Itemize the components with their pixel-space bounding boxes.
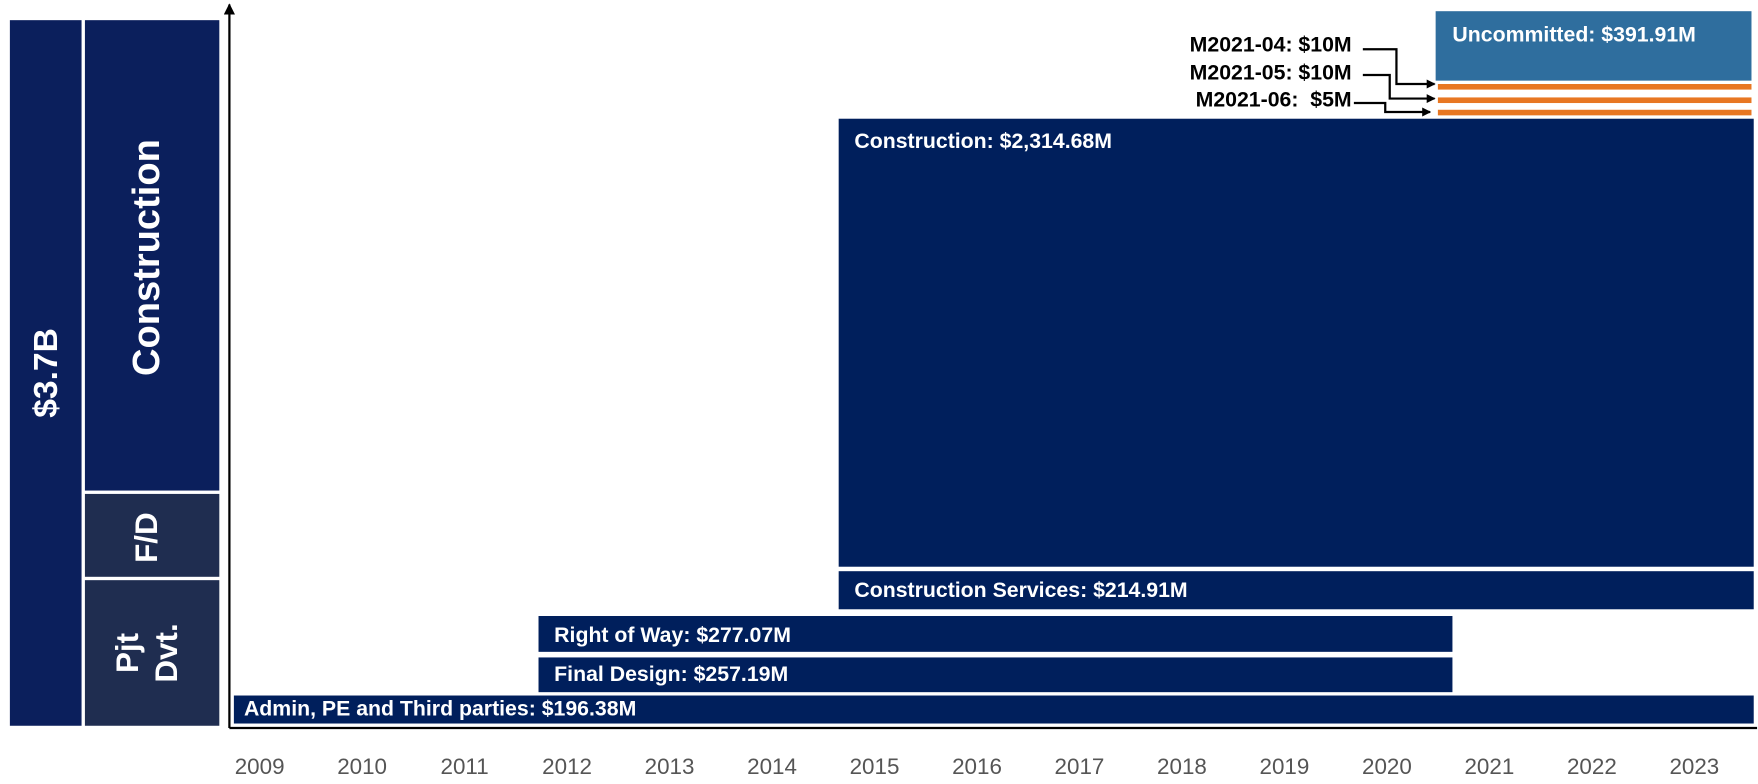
bar-label: Right of Way: $277.07M: [554, 623, 791, 647]
total-label: $3.7B: [28, 328, 65, 418]
year-label: 2020: [1362, 754, 1412, 779]
phase-label: F/D: [129, 512, 164, 563]
year-label: 2014: [747, 754, 797, 779]
year-label: 2010: [337, 754, 387, 779]
bar-label: Final Design: $257.19M: [554, 662, 788, 686]
total-box: [9, 20, 82, 726]
budget-bar: [1435, 11, 1752, 81]
budget-bar: [538, 616, 1453, 652]
bar-label: Admin, PE and Third parties: $196.38M: [244, 697, 636, 721]
phase-box: [84, 20, 220, 491]
bar-label: Construction Services: $214.91M: [854, 578, 1187, 602]
year-label: 2016: [952, 754, 1002, 779]
callout-arrow: [1362, 73, 1436, 104]
budget-bar: [538, 657, 1453, 693]
year-label: 2018: [1157, 754, 1207, 779]
callout-label: M2021-05: $10M: [1190, 61, 1352, 85]
phase-box: [84, 493, 220, 577]
phase-label: Construction: [126, 139, 168, 376]
phase-box: [84, 580, 220, 726]
bar-label: Construction: $2,314.68M: [854, 129, 1112, 153]
year-label: 2019: [1260, 754, 1310, 779]
year-label: 2012: [542, 754, 592, 779]
phase-label: Pjt: [110, 632, 145, 673]
budget-bar: [233, 695, 1754, 724]
year-label: 2023: [1669, 754, 1719, 779]
year-label: 2011: [441, 754, 489, 779]
year-label: 2015: [850, 754, 900, 779]
bar-label: Uncommitted: $391.91M: [1452, 22, 1695, 46]
amendment-bar: [1437, 84, 1752, 90]
amendment-bar: [1437, 109, 1752, 116]
budget-bar: [838, 118, 1754, 567]
year-label: 2017: [1055, 754, 1105, 779]
callout-label: M2021-04: $10M: [1190, 33, 1352, 57]
callout-label: M2021-06: $5M: [1196, 87, 1352, 111]
budget-bar: [838, 571, 1754, 610]
year-label: 2021: [1464, 754, 1514, 779]
phase-label: Dvt.: [149, 623, 184, 682]
year-label: 2013: [645, 754, 695, 779]
callout-arrow: [1353, 101, 1432, 117]
year-label: 2009: [235, 754, 285, 779]
amendment-bar: [1437, 97, 1752, 104]
year-label: 2022: [1567, 754, 1617, 779]
callout-arrow: [1362, 48, 1436, 89]
